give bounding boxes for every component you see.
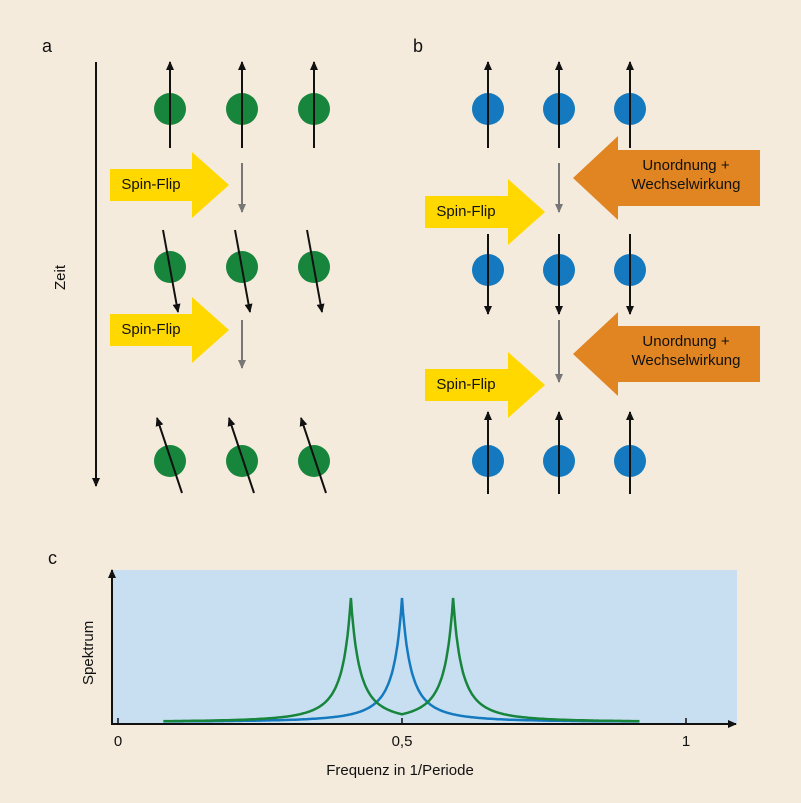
x-tick-label-1: 1 <box>681 733 691 750</box>
spin-down-arrow <box>234 229 253 313</box>
disorder-label-line1: Unordnung + <box>642 157 730 174</box>
green-spin <box>298 445 330 477</box>
spin-flip-label: Spin-Flip <box>436 203 496 220</box>
x-tick-label-0: 0 <box>113 733 123 750</box>
spin-flip-block-arrow <box>110 297 229 363</box>
disorder-interaction-block-arrow <box>573 136 760 220</box>
panel-a-spins <box>154 61 330 494</box>
panel-label-c: c <box>48 548 57 568</box>
spin-flip-label: Spin-Flip <box>436 376 496 393</box>
spin-flip-block-arrow <box>425 352 545 418</box>
panel-label-b: b <box>413 36 424 56</box>
series-line-double-peak <box>163 597 640 723</box>
disorder-interaction-label: Unordnung + Wechselwirkung <box>612 157 760 195</box>
disorder-interaction-label: Unordnung + Wechselwirkung <box>612 333 760 371</box>
disorder-label-line2: Wechselwirkung <box>631 351 741 369</box>
chart-x-label: Frequenz in 1/Periode <box>326 762 474 779</box>
time-axis-label: Zeit <box>52 264 69 290</box>
chart-y-label: Spektrum <box>80 620 97 685</box>
spin-down-arrow <box>306 229 325 313</box>
spin-tilted-arrow <box>299 417 327 494</box>
spin-tilted-arrow <box>227 417 255 494</box>
panel-b-spins <box>472 61 646 494</box>
spin-flip-label: Spin-Flip <box>121 321 181 338</box>
spin-down-arrow <box>162 229 181 313</box>
green-spin <box>226 445 258 477</box>
spin-tilted-arrow <box>155 417 183 494</box>
spin-flip-block-arrow <box>425 179 545 245</box>
disorder-interaction-block-arrow <box>573 312 760 396</box>
green-spin <box>154 445 186 477</box>
disorder-label-line1: Unordnung + <box>642 333 730 350</box>
x-tick-label-0-5: 0,5 <box>391 733 413 750</box>
spin-flip-label: Spin-Flip <box>121 176 181 193</box>
spin-flip-block-arrow <box>110 152 229 218</box>
panel-label-a: a <box>42 36 53 56</box>
disorder-label-line2: Wechselwirkung <box>631 175 741 193</box>
